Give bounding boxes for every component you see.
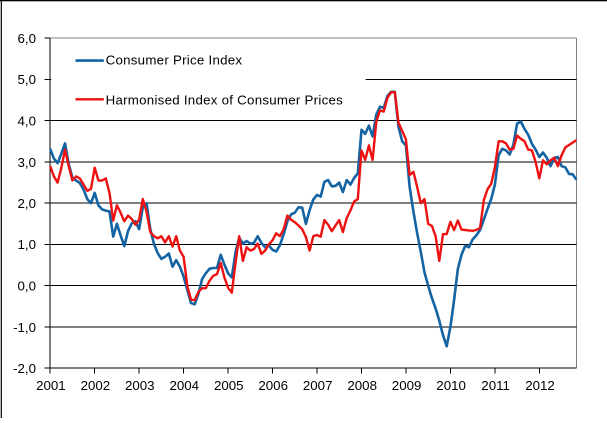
svg-text:6,0: 6,0 [18, 31, 37, 46]
svg-text:2,0: 2,0 [18, 196, 37, 211]
svg-text:5,0: 5,0 [18, 72, 37, 87]
svg-text:2008: 2008 [347, 378, 377, 393]
svg-text:0,0: 0,0 [18, 279, 37, 294]
svg-text:2010: 2010 [436, 378, 466, 393]
svg-text:2012: 2012 [525, 378, 555, 393]
svg-text:4,0: 4,0 [18, 114, 37, 129]
svg-text:2003: 2003 [125, 378, 155, 393]
svg-text:3,0: 3,0 [18, 155, 37, 170]
svg-text:2006: 2006 [258, 378, 288, 393]
svg-text:Harmonised Index of Consumer P: Harmonised Index of Consumer Prices [106, 92, 344, 107]
svg-text:2009: 2009 [392, 378, 422, 393]
svg-text:-1,0: -1,0 [13, 320, 36, 335]
svg-text:1,0: 1,0 [18, 237, 37, 252]
svg-text:2002: 2002 [81, 378, 111, 393]
svg-text:2007: 2007 [303, 378, 333, 393]
svg-text:-2,0: -2,0 [13, 361, 36, 376]
svg-text:Consumer Price Index: Consumer Price Index [106, 53, 243, 68]
svg-text:2005: 2005 [214, 378, 244, 393]
svg-text:2011: 2011 [481, 378, 510, 393]
svg-text:2001: 2001 [36, 378, 66, 393]
svg-text:2004: 2004 [170, 378, 200, 393]
